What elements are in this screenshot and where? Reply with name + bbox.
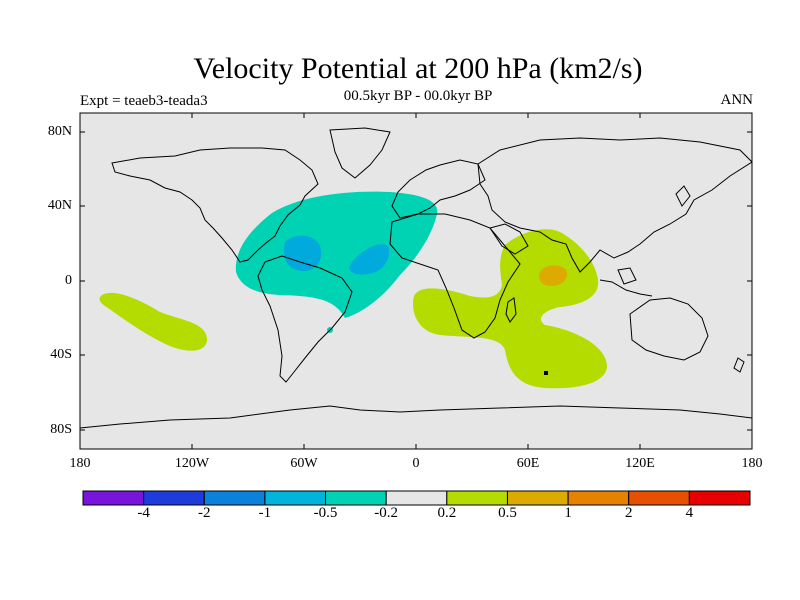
- colorbar-tick-label: -1: [258, 505, 272, 521]
- lon-tick-label: 180: [69, 456, 91, 471]
- colorbar-tick-label: -2: [198, 505, 211, 521]
- colorbar-tick-label: -0.2: [374, 505, 399, 521]
- colorbar-swatch: [264, 490, 327, 506]
- experiment-label: Expt = teaeb3-teada3: [80, 93, 208, 109]
- colorbar-swatch: [143, 490, 205, 506]
- colorbar-swatch: [325, 490, 387, 506]
- central-indian-ocean-core: [539, 265, 568, 286]
- lon-tick-label: 120W: [174, 456, 210, 471]
- coastlines: [80, 127, 752, 429]
- colorbar-swatch: [203, 490, 266, 506]
- lat-tick-label: 0: [65, 273, 72, 288]
- lat-tick-label: 80N: [47, 124, 72, 139]
- small-anomaly-patch: [544, 371, 548, 375]
- anomaly-layer: [99, 191, 608, 389]
- lat-tick-label: 80S: [50, 422, 72, 437]
- colorbar-tick-label: 1: [564, 505, 572, 521]
- map-title: Velocity Potential at 200 hPa (km2/s): [193, 52, 643, 85]
- map-background: [80, 113, 752, 449]
- colorbar-tick-label: -0.5: [313, 505, 338, 521]
- colorbar-swatch: [628, 490, 690, 506]
- lon-tick-label: 60W: [290, 456, 318, 471]
- colorbar: [82, 490, 751, 506]
- colorbar-tick-label: -4: [137, 505, 150, 521]
- colorbar-swatch: [506, 490, 569, 506]
- caribbean-core: [283, 235, 322, 272]
- equatorial-atlantic-core: [349, 244, 390, 275]
- colorbar-swatch: [567, 490, 630, 506]
- colorbar-tick-label: 4: [685, 505, 694, 521]
- lon-tick-label: 120E: [625, 456, 655, 471]
- south-pacific-positive-region: [99, 292, 208, 351]
- colorbar-swatch: [688, 490, 751, 506]
- map-subtitle: 00.5kyr BP - 00.0kyr BP: [343, 88, 493, 104]
- season-label: ANN: [720, 92, 754, 108]
- colorbar-tick-label: 0.5: [498, 505, 517, 521]
- lon-tick-label: 180: [741, 456, 763, 471]
- colorbar-swatch: [385, 490, 448, 506]
- lat-tick-label: 40S: [50, 347, 72, 362]
- lon-tick-label: 60E: [516, 456, 540, 471]
- colorbar-tick-label: 0.2: [437, 505, 457, 521]
- axis-ticks: [79, 113, 753, 449]
- lat-tick-label: 40N: [47, 198, 72, 213]
- colorbar-swatch: [446, 490, 508, 506]
- atlantic-negative-region: [235, 191, 438, 318]
- colorbar-tick-label: 2: [624, 505, 633, 521]
- lon-tick-label: 0: [412, 456, 420, 471]
- colorbar-swatch: [82, 490, 145, 506]
